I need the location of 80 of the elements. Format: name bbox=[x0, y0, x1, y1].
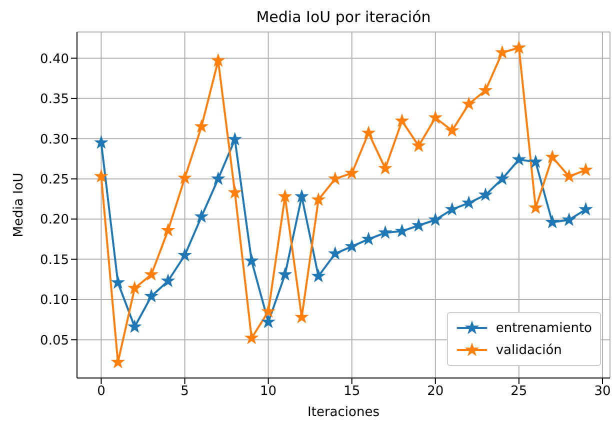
point bbox=[228, 186, 242, 198]
point bbox=[128, 320, 141, 332]
point bbox=[212, 172, 224, 184]
point bbox=[362, 232, 375, 245]
point bbox=[479, 84, 492, 96]
point bbox=[479, 188, 492, 200]
point bbox=[346, 240, 358, 252]
point bbox=[462, 196, 476, 208]
point bbox=[162, 274, 174, 286]
point bbox=[245, 254, 258, 266]
point bbox=[312, 270, 325, 282]
x-tick-label: 30 bbox=[594, 384, 611, 400]
point bbox=[580, 202, 592, 215]
legend-label: entrenamiento bbox=[496, 320, 592, 336]
y-tick-label: 0.20 bbox=[40, 212, 69, 228]
y-tick-label: 0.35 bbox=[40, 92, 69, 108]
point bbox=[446, 124, 458, 136]
y-tick-label: 0.05 bbox=[40, 333, 69, 348]
point bbox=[262, 305, 275, 317]
y-tick-label: 0.40 bbox=[40, 52, 69, 67]
point bbox=[195, 210, 208, 222]
point bbox=[278, 268, 292, 280]
point bbox=[379, 162, 392, 174]
y-axis-title: Media IoU bbox=[12, 172, 27, 238]
point bbox=[145, 268, 158, 280]
x-axis-title: Iteraciones bbox=[308, 405, 380, 420]
point bbox=[546, 216, 559, 228]
point bbox=[580, 164, 592, 176]
point bbox=[212, 54, 224, 66]
point bbox=[145, 290, 158, 302]
chart-title: Media IoU por iteración bbox=[255, 8, 432, 26]
point bbox=[562, 213, 576, 226]
x-tick-label: 0 bbox=[97, 384, 106, 400]
y-tick-label: 0.15 bbox=[40, 252, 69, 268]
point bbox=[112, 356, 124, 368]
point bbox=[312, 193, 325, 206]
point bbox=[228, 132, 242, 145]
point bbox=[412, 139, 425, 152]
point bbox=[462, 98, 476, 110]
x-tick-label: 20 bbox=[427, 384, 444, 400]
point bbox=[278, 190, 292, 202]
point bbox=[262, 316, 275, 328]
point bbox=[95, 170, 108, 182]
point bbox=[328, 172, 342, 184]
point bbox=[429, 111, 442, 124]
point bbox=[245, 332, 258, 344]
point bbox=[562, 170, 576, 182]
point bbox=[296, 310, 308, 323]
point bbox=[546, 150, 559, 162]
x-tick-label: 15 bbox=[344, 384, 360, 400]
point bbox=[328, 247, 342, 260]
point bbox=[529, 201, 542, 214]
point bbox=[346, 166, 358, 179]
point bbox=[396, 114, 408, 126]
point bbox=[512, 41, 526, 54]
point bbox=[529, 155, 542, 168]
x-tick-label: 5 bbox=[180, 384, 189, 400]
point bbox=[195, 120, 208, 132]
point bbox=[95, 136, 108, 148]
point bbox=[362, 126, 375, 138]
point bbox=[412, 219, 425, 231]
point bbox=[296, 190, 308, 202]
x-tick-label: 10 bbox=[260, 384, 277, 400]
point bbox=[396, 224, 408, 236]
point bbox=[379, 226, 392, 238]
point bbox=[446, 202, 458, 215]
legend-label: validación bbox=[496, 342, 562, 358]
point bbox=[128, 282, 141, 294]
point bbox=[496, 46, 508, 58]
y-tick-label: 0.30 bbox=[40, 132, 69, 148]
point bbox=[112, 276, 124, 288]
point bbox=[178, 248, 191, 261]
point bbox=[162, 224, 174, 236]
point bbox=[512, 153, 526, 165]
y-tick-label: 0.10 bbox=[40, 293, 69, 308]
x-tick-label: 25 bbox=[510, 384, 528, 400]
point bbox=[178, 172, 191, 184]
point bbox=[429, 213, 442, 226]
point bbox=[496, 172, 508, 184]
y-tick-label: 0.25 bbox=[40, 172, 69, 188]
